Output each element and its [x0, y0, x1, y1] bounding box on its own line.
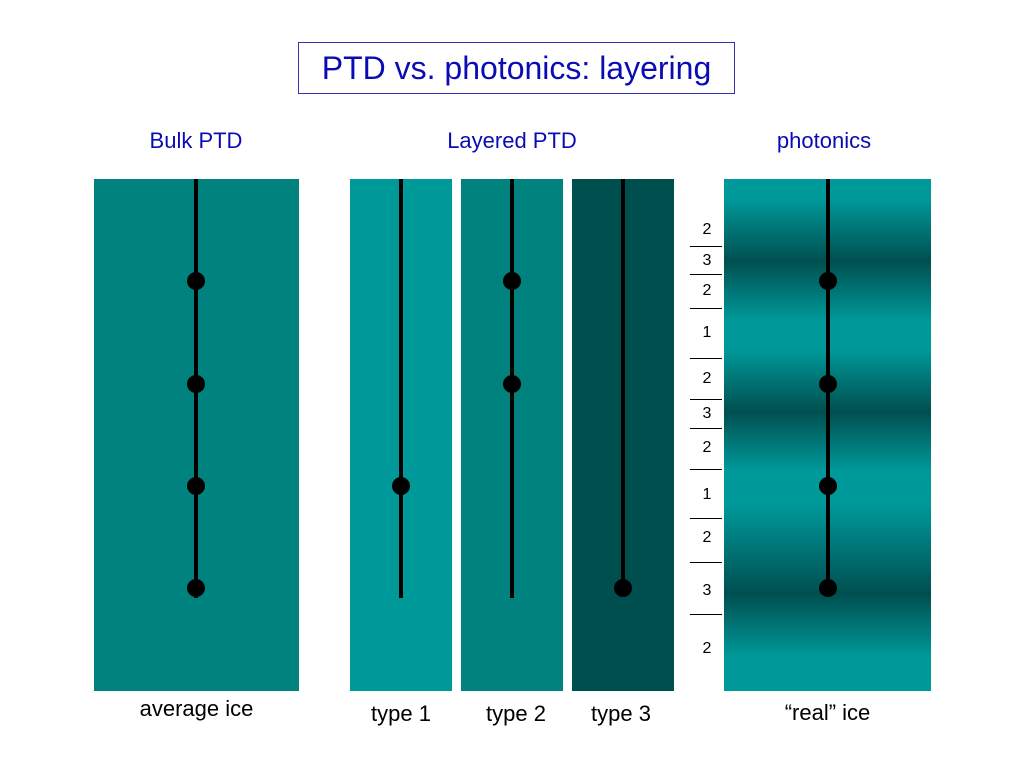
sensor-dot	[187, 375, 205, 393]
layer-label: 2	[702, 282, 712, 299]
sensor-dot	[819, 375, 837, 393]
sensor-dot	[503, 375, 521, 393]
layer-separator	[690, 614, 722, 615]
sensor-dot	[614, 579, 632, 597]
real-ice-column	[724, 179, 931, 691]
layer-label: 2	[702, 370, 712, 387]
sensor-dot	[187, 579, 205, 597]
ice-type1-column	[350, 179, 452, 691]
layer-label: 2	[702, 221, 712, 238]
layer-separator	[690, 469, 722, 470]
sensor-dot	[503, 272, 521, 290]
sensor-dot	[819, 272, 837, 290]
layer-label: 3	[702, 252, 712, 269]
slide-title: PTD vs. photonics: layering	[298, 42, 735, 94]
layer-separator	[690, 562, 722, 563]
ice-type3-column	[572, 179, 674, 691]
layer-label: 1	[702, 486, 712, 503]
layer-separator	[690, 246, 722, 247]
average-ice-column	[94, 179, 299, 691]
caption-average-ice: average ice	[139, 696, 254, 721]
layer-separator	[690, 518, 722, 519]
string-line	[621, 179, 625, 590]
header-photonics: photonics	[776, 128, 872, 153]
sensor-dot	[819, 579, 837, 597]
layer-label: 3	[702, 582, 712, 599]
layer-label: 2	[702, 529, 712, 546]
header-bulk-ptd: Bulk PTD	[149, 128, 243, 153]
layer-separator	[690, 308, 722, 309]
sensor-dot	[187, 272, 205, 290]
layer-label: 2	[702, 439, 712, 456]
layer-label: 1	[702, 324, 712, 341]
caption-type2: type 2	[486, 701, 546, 726]
header-layered-ptd: Layered PTD	[447, 128, 577, 153]
ice-type2-column	[461, 179, 563, 691]
layer-separator	[690, 399, 722, 400]
sensor-dot	[392, 477, 410, 495]
layer-separator	[690, 274, 722, 275]
caption-type3: type 3	[591, 701, 651, 726]
string-line	[399, 179, 403, 598]
layer-separator	[690, 358, 722, 359]
caption-real-ice: “real” ice	[784, 700, 871, 725]
sensor-dot	[187, 477, 205, 495]
sensor-dot	[819, 477, 837, 495]
caption-type1: type 1	[371, 701, 431, 726]
layer-separator	[690, 428, 722, 429]
layer-label: 3	[702, 405, 712, 422]
layer-label: 2	[702, 640, 712, 657]
